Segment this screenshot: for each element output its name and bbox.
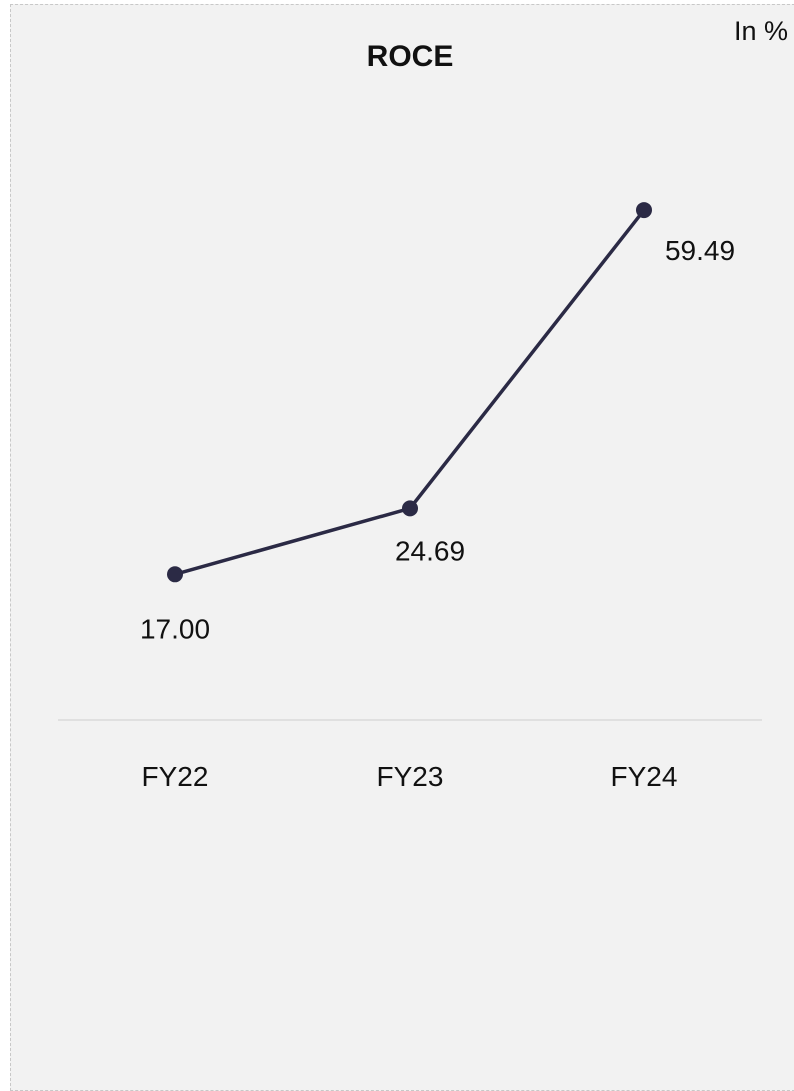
- chart-title: ROCE: [367, 40, 454, 73]
- unit-label: In %: [733, 16, 788, 46]
- series-line: [174, 209, 646, 576]
- x-tick-label-fy23: FY23: [377, 761, 444, 792]
- x-tick-label-fy24: FY24: [611, 761, 678, 792]
- data-label-fy24: 59.49: [665, 235, 735, 266]
- x-tick-label-fy22: FY22: [142, 761, 209, 792]
- data-point-fy24: [636, 202, 652, 219]
- chart-marks: 17.00 24.69 59.49 FY22 FY23 FY24: [140, 202, 735, 792]
- data-label-fy23: 24.69: [395, 535, 465, 566]
- data-point-fy23: [402, 500, 418, 517]
- chart-panel: [10, 4, 794, 1091]
- data-point-fy22: [167, 566, 183, 583]
- data-label-fy22: 17.00: [140, 613, 210, 644]
